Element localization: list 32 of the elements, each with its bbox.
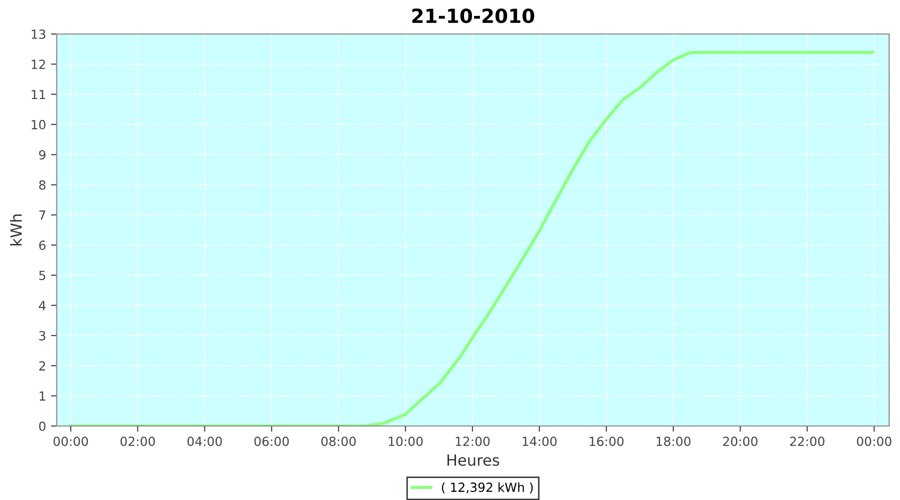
x-axis-title: Heures	[448, 454, 500, 466]
x-tick-label: 08:00	[321, 436, 356, 446]
y-tick-label: 2	[39, 361, 46, 370]
x-tick-label: 10:00	[388, 436, 423, 446]
y-tick-label: 9	[39, 150, 46, 160]
y-tick-label: 5	[39, 270, 46, 280]
x-tick-label: 16:00	[590, 436, 624, 446]
x-tick-label: 06:00	[254, 436, 289, 446]
y-tick-label: 1	[40, 391, 46, 401]
y-tick-label: 13	[32, 29, 46, 39]
y-tick-label: 11	[32, 90, 46, 100]
y-tick-label: 0	[39, 421, 46, 431]
y-tick-label: 7	[39, 210, 46, 220]
y-tick-label: 3	[39, 331, 46, 340]
x-tick-label: 00:00	[856, 436, 892, 446]
y-tick-label: 12	[32, 60, 46, 69]
x-tick-label: 02:00	[120, 436, 155, 446]
legend-label: ( 12,392 kWh )	[442, 482, 533, 494]
x-tick-label: 18:00	[656, 436, 690, 446]
x-tick-label: 20:00	[723, 436, 758, 446]
y-tick-label: 8	[39, 180, 46, 190]
y-axis-title: kWh	[10, 214, 22, 246]
line-series	[69, 50, 874, 426]
chart-title: 21-10-2010	[412, 8, 534, 24]
x-tick-label: 00:00	[54, 436, 88, 446]
x-tick-label: 22:00	[790, 436, 824, 446]
x-tick-label: 14:00	[522, 436, 557, 446]
x-tick-label: 12:00	[456, 436, 490, 446]
y-tick-label: 4	[38, 301, 46, 310]
x-tick-label: 04:00	[187, 436, 222, 446]
y-tick-label: 10	[32, 120, 46, 130]
y-tick-label: 6	[39, 240, 46, 250]
